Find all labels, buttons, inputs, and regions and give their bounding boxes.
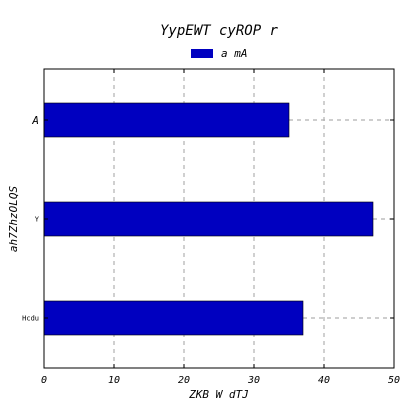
x-tick-label: 0: [41, 375, 47, 386]
bars-layer: [43, 102, 374, 336]
legend: a mA: [191, 47, 248, 60]
legend-label: a mA: [221, 47, 248, 60]
y-axis-label: ah7ZhzOLQS: [7, 186, 20, 253]
y-tick-label: Y: [35, 215, 40, 223]
y-axis-ticks: Hcdu Y A: [22, 114, 394, 322]
x-tick-label: 10: [108, 375, 120, 386]
x-axis-label: ZKB W dTJ: [188, 388, 249, 401]
bar-hcdu: [43, 300, 304, 336]
bar-a: [43, 102, 290, 138]
bar-y: [43, 201, 374, 237]
y-tick-label: Hcdu: [22, 314, 39, 322]
x-tick-label: 30: [247, 375, 260, 386]
x-axis-ticks: 0 10 20 30 40 50: [41, 69, 400, 386]
y-tick-label: A: [31, 114, 39, 127]
chart-title: YypEWT cyROP r: [160, 23, 279, 39]
x-tick-label: 20: [178, 375, 190, 386]
legend-swatch: [191, 49, 213, 58]
x-tick-label: 50: [388, 375, 400, 386]
x-tick-label: 40: [318, 375, 330, 386]
